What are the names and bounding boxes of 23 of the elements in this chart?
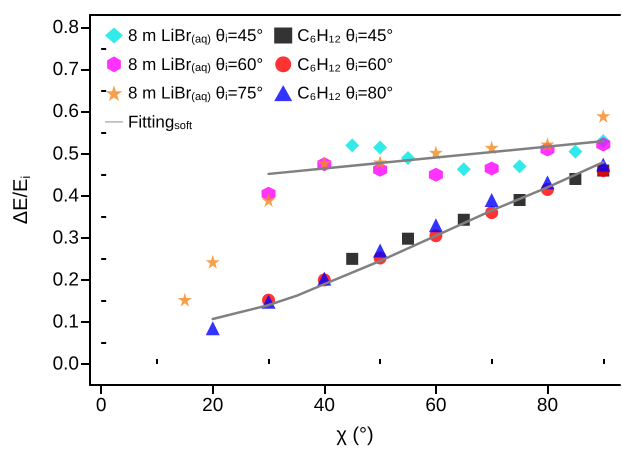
y-tick-label: 0.6 [52,101,79,122]
y-tick-label: 0.7 [52,59,79,80]
x-axis-title: χ (°) [336,424,374,446]
legend-label: 8 m LiBr(aq) θi=60° [128,54,264,74]
legend-label: 8 m LiBr(aq) θi=75° [128,84,264,103]
y-tick-label: 0.8 [52,17,79,38]
x-tick-label: 80 [536,395,558,416]
y-axis-title: ΔE/Ei [10,176,33,224]
x-tick-label: 0 [96,395,106,416]
legend-label: Fittingsoft [128,112,192,132]
x-tick-label: 60 [425,395,446,416]
x-tick-label: 40 [314,395,335,416]
legend-label: 8 m LiBr(aq) θi=45° [128,26,264,46]
x-tick-label: 20 [202,395,224,416]
legend-label: C₆H₁₂ θi=45° [297,26,394,46]
legend-label: C₆H₁₂ θi=60° [297,54,394,74]
y-tick-label: 0.1 [52,311,79,332]
y-tick-label: 0.5 [52,143,79,164]
y-tick-label: 0.4 [52,185,80,206]
y-tick-label: 0.0 [52,353,79,374]
y-tick-label: 0.3 [52,227,79,248]
legend-label: C₆H₁₂ θi=80° [297,84,394,103]
y-tick-label: 0.2 [52,269,79,290]
